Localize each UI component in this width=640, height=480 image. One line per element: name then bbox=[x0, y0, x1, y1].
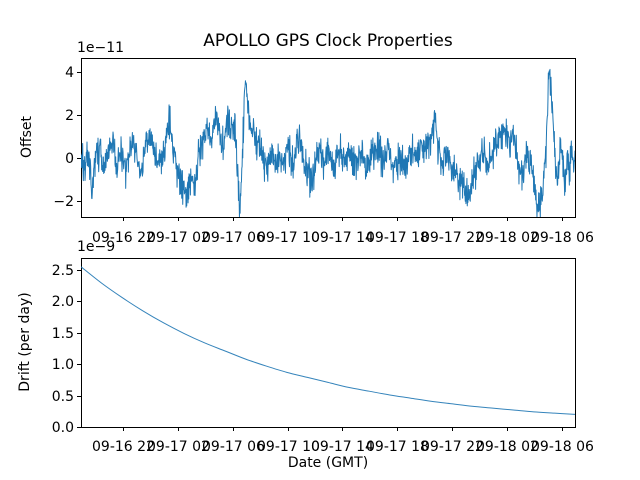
x-tick-label: 09-17 02 bbox=[147, 230, 210, 246]
y-tick-label: 0 bbox=[65, 151, 74, 167]
y-tick-label: 0.0 bbox=[52, 420, 74, 436]
y-tick-label: 1.0 bbox=[52, 357, 74, 373]
x-tick-label: 09-16 22 bbox=[92, 230, 155, 246]
drift-series-line bbox=[81, 266, 575, 415]
y-tick-label: −2 bbox=[53, 194, 74, 210]
x-tick-label: 09-18 06 bbox=[531, 439, 594, 455]
x-tick-label: 09-18 06 bbox=[531, 230, 594, 246]
offset-series-line bbox=[81, 68, 575, 217]
x-tick-label: 09-18 02 bbox=[476, 439, 539, 455]
x-tick-label: 09-17 18 bbox=[366, 230, 429, 246]
x-tick-label: 09-17 06 bbox=[202, 439, 265, 455]
x-tick-label: 09-18 02 bbox=[476, 230, 539, 246]
y-tick-label: 2.5 bbox=[52, 263, 74, 279]
figure-title: APOLLO GPS Clock Properties bbox=[203, 31, 453, 51]
x-tick-label: 09-17 10 bbox=[257, 439, 320, 455]
top-y-axis-label: Offset bbox=[19, 115, 35, 159]
x-tick-label: 09-16 22 bbox=[92, 439, 155, 455]
y-tick-label: 2 bbox=[65, 108, 74, 124]
x-tick-label: 09-17 14 bbox=[311, 230, 374, 246]
x-tick-label: 09-17 22 bbox=[421, 230, 484, 246]
bottom-y-scale-offset-label: 1e−9 bbox=[77, 239, 116, 255]
y-tick-label: 4 bbox=[65, 65, 74, 81]
axes-frame bbox=[81, 58, 576, 218]
top-y-scale-offset-label: 1e−11 bbox=[77, 40, 125, 56]
x-tick-label: 09-17 02 bbox=[147, 439, 210, 455]
y-tick-label: 0.5 bbox=[52, 389, 74, 405]
x-tick-label: 09-17 14 bbox=[311, 439, 374, 455]
x-tick-label: 09-17 06 bbox=[202, 230, 265, 246]
x-tick-label: 09-17 18 bbox=[366, 439, 429, 455]
axes-frame bbox=[81, 258, 576, 428]
x-axis-label: Date (GMT) bbox=[287, 455, 369, 471]
x-tick-label: 09-17 10 bbox=[257, 230, 320, 246]
y-tick-label: 2.0 bbox=[52, 294, 74, 310]
x-tick-label: 09-17 22 bbox=[421, 439, 484, 455]
y-tick-label: 1.5 bbox=[52, 326, 74, 342]
bottom-y-axis-label: Drift (per day) bbox=[17, 292, 33, 392]
